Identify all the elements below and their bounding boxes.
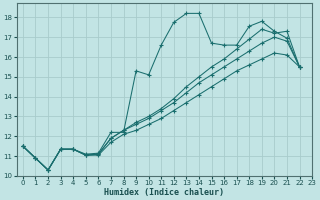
X-axis label: Humidex (Indice chaleur): Humidex (Indice chaleur) (104, 188, 224, 197)
